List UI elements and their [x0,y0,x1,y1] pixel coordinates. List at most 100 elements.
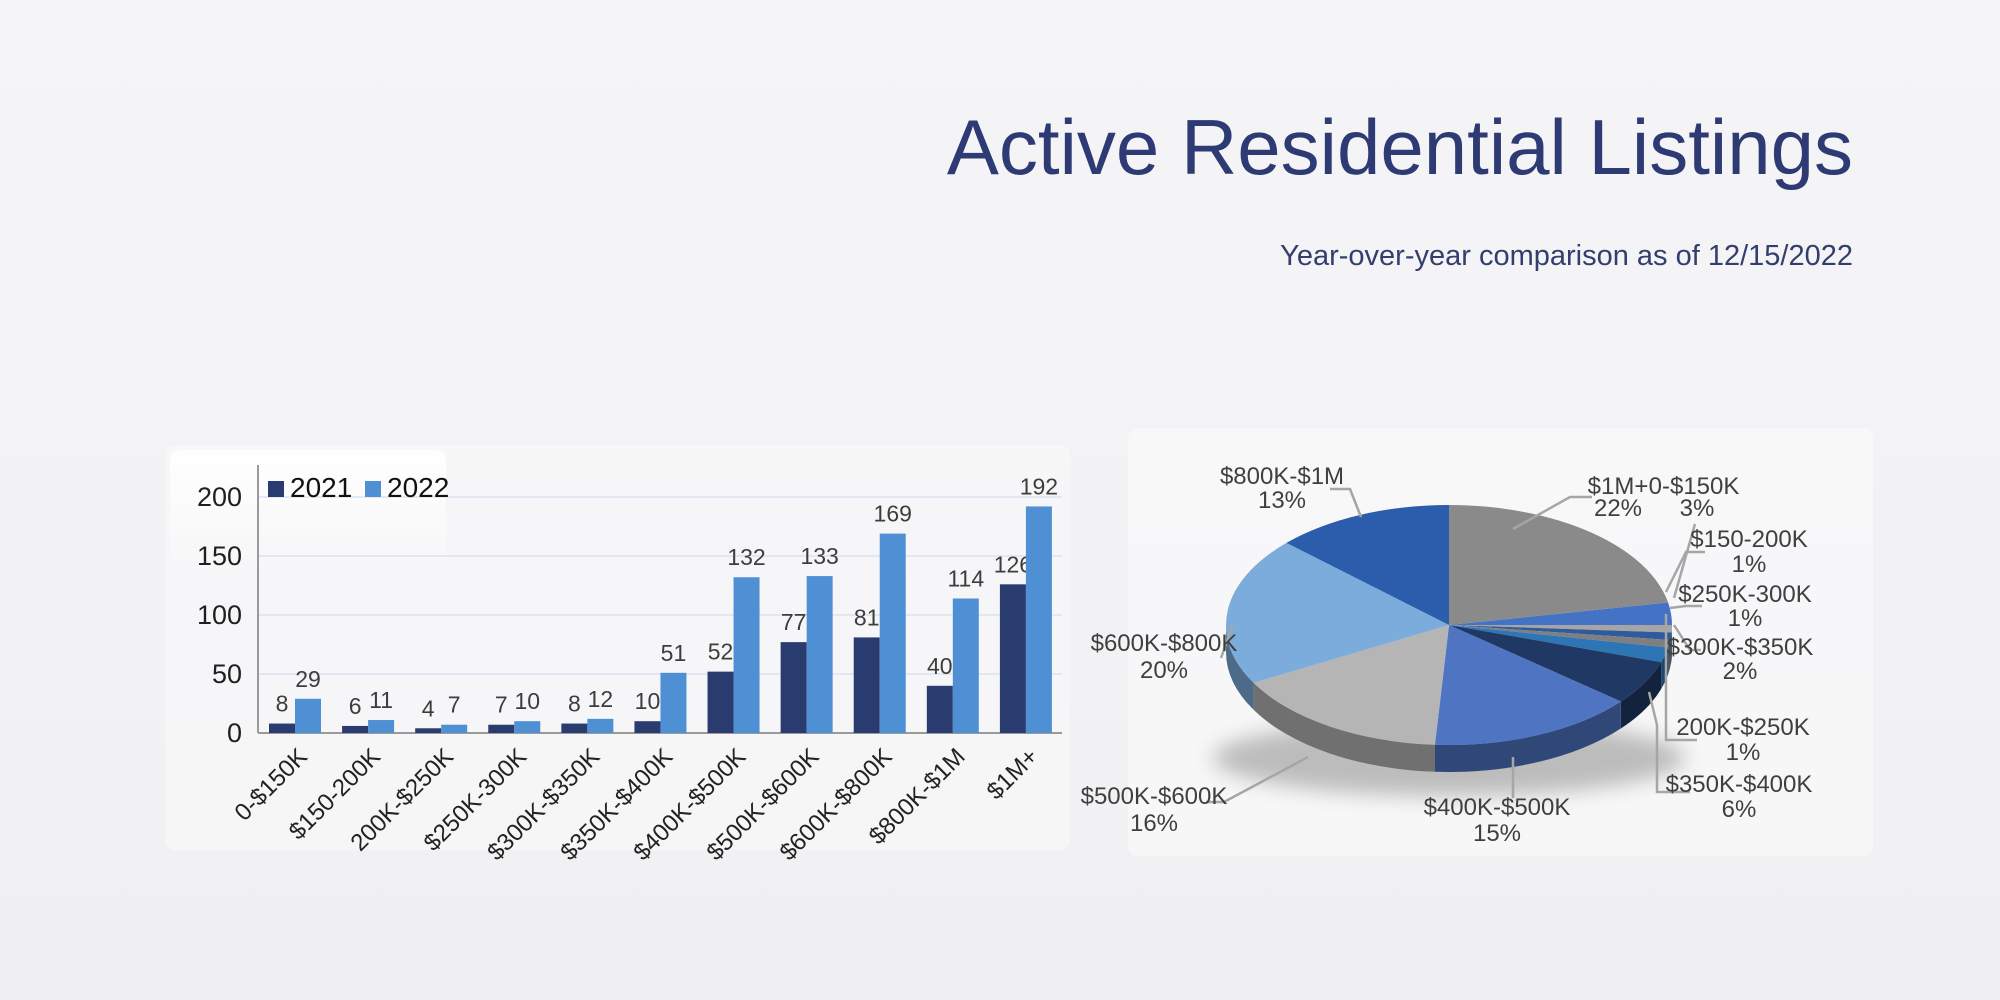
legend-label-2021: 2021 [290,472,352,503]
pie-percent-5: 6% [1722,796,1757,823]
page-subtitle: Year-over-year comparison as of 12/15/20… [1280,240,1853,272]
pie-leader-8 [1219,623,1235,659]
bar-value-2021-7: 77 [781,609,807,635]
y-tick-0: 0 [227,718,242,748]
pie-leader-9 [1330,487,1363,518]
bar-2021-10 [999,584,1026,733]
bar-value-2022-1: 11 [369,687,393,713]
bar-2021-3 [488,724,515,733]
pie-label-5: $350K-$400K [1666,771,1813,798]
bar-value-2021-9: 40 [927,653,953,679]
pie-slice-8 [1226,542,1449,683]
bar-2021-5 [634,721,661,733]
legend-label-2022: 2022 [387,472,449,503]
pie-leader-2 [1664,614,1697,742]
bar-value-2022-5: 51 [661,640,687,666]
legend-swatch-2021 [268,481,284,497]
bar-value-2021-2: 4 [422,695,435,721]
bar-2022-9 [952,598,979,733]
pie-leader-0 [1672,523,1697,599]
pie-slice-6 [1435,625,1621,746]
pie-label-0: 0-$150K [1649,473,1740,500]
pie-slice-4 [1449,625,1669,663]
pie-percent-4: 2% [1723,658,1758,685]
pie-slice-1 [1449,625,1673,633]
pie-rim-5 [1620,662,1662,729]
pie-slice-2 [1449,625,1672,640]
bar-2021-1 [342,725,369,733]
y-tick-200: 200 [197,482,242,512]
pie-rim-7 [1253,682,1435,772]
bar-2022-1 [368,720,395,733]
pie-leader-1 [1664,550,1705,593]
pie-chart: 0-$150K3%$150-200K1%200K-$250K1%$250K-30… [1081,463,1814,847]
pie-leader-10 [1512,495,1592,531]
bar-2022-0 [295,698,321,733]
pie-label-10: $1M+ [1588,473,1649,500]
pie-slice-7 [1253,625,1449,745]
bar-2021-2 [415,728,442,733]
pie-slice-3 [1449,625,1671,648]
bar-2022-4 [587,718,614,733]
bar-value-2022-0: 29 [295,666,321,692]
bar-value-2021-8: 81 [854,604,880,630]
bar-2021-9 [926,685,953,733]
bar-2022-10 [1025,506,1052,733]
bar-2022-2 [441,724,468,733]
pie-percent-2: 1% [1726,739,1761,766]
bar-2021-0 [269,723,295,733]
y-tick-100: 100 [197,600,242,630]
y-tick-50: 50 [212,659,242,689]
bar-2021-8 [853,637,880,733]
pie-slice-5 [1449,625,1662,702]
pie-label-6: $400K-$500K [1424,794,1571,821]
bar-value-2021-3: 7 [495,692,508,718]
bar-2022-8 [879,533,906,733]
pie-leader-3 [1669,604,1702,610]
bar-value-2022-9: 114 [947,565,984,591]
pie-leader-5 [1647,691,1690,794]
pie-label-4: $300K-$350K [1667,634,1814,661]
pie-percent-8: 20% [1140,657,1188,684]
legend-swatch-2022 [365,481,381,497]
pie-percent-10: 22% [1594,495,1642,522]
pie-leader-7 [1206,755,1309,804]
pie-label-2: 200K-$250K [1676,714,1809,741]
bar-value-2022-2: 7 [448,692,461,718]
bar-2022-5 [660,672,687,733]
pie-percent-7: 16% [1130,810,1178,837]
pie-slice-10 [1449,505,1669,625]
bar-value-2021-4: 8 [568,691,581,717]
pie-label-1: $150-200K [1690,526,1807,553]
pie-label-3: $250K-300K [1678,581,1811,608]
pie-label-7: $500K-$600K [1081,783,1228,810]
pie-rim-6 [1435,701,1621,773]
bar-value-2022-7: 133 [800,543,838,569]
bar-value-2022-4: 12 [588,686,614,712]
bar-value-2021-5: 10 [635,688,661,714]
y-tick-150: 150 [197,541,242,571]
bar-2022-3 [514,721,541,733]
bar-value-2022-6: 132 [727,544,765,570]
pie-rim-8 [1226,625,1254,710]
pie-percent-6: 15% [1473,820,1521,847]
bar-2021-4 [561,723,588,733]
pie-rim-3 [1668,640,1671,675]
bar-chart-panel-highlight [170,450,446,580]
pie-percent-9: 13% [1258,487,1306,514]
pie-leader-4 [1672,624,1701,652]
pie-rim-2 [1670,632,1672,667]
bar-value-2021-1: 6 [349,693,362,719]
bar-value-2022-3: 10 [514,688,540,714]
bar-2022-6 [733,577,760,733]
bar-value-2022-10: 192 [1020,473,1058,499]
bar-value-2021-6: 52 [708,639,734,665]
bar-value-2021-10: 126 [994,551,1032,577]
bar-value-2021-0: 8 [276,691,289,717]
pie-percent-3: 1% [1728,605,1763,632]
bar-value-2022-8: 169 [874,501,912,527]
bar-2021-7 [780,642,807,733]
